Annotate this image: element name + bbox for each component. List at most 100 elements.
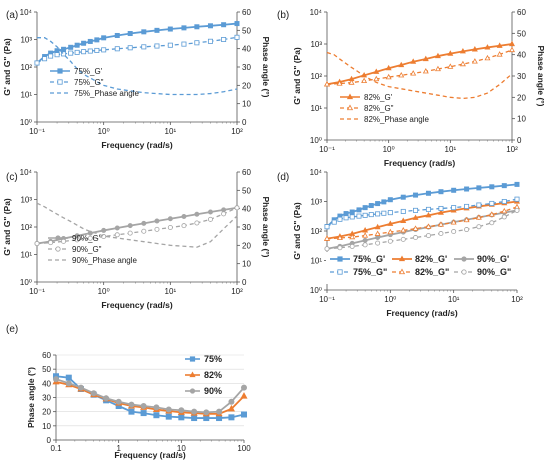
y2-tick-label: 10 <box>517 115 526 124</box>
data-point <box>61 238 67 244</box>
x-tick-label: 1 <box>116 444 121 453</box>
data-point <box>476 224 482 230</box>
series-line <box>326 43 513 86</box>
data-point <box>385 64 392 71</box>
legend-marker <box>461 269 467 275</box>
legend-label: 82%_G' <box>415 254 447 264</box>
data-point <box>400 194 406 200</box>
y-tick-label: 50 <box>42 365 51 374</box>
series-line <box>326 198 518 228</box>
data-point <box>216 408 223 415</box>
data-point <box>154 218 160 224</box>
data-point <box>476 202 482 208</box>
data-point <box>87 235 93 241</box>
data-point <box>128 401 135 408</box>
data-point <box>459 60 466 67</box>
y2-axis-title: Phase angle (°) <box>261 36 271 97</box>
data-point <box>221 22 227 28</box>
y-tick-label: 10⁴ <box>310 168 323 177</box>
data-point <box>343 211 349 217</box>
data-point <box>127 223 133 229</box>
series-90-g- <box>324 207 520 252</box>
legend-marker <box>346 104 354 111</box>
data-point <box>410 58 417 64</box>
y2-tick-label: 40 <box>242 205 251 214</box>
data-point <box>464 203 470 209</box>
data-point <box>368 212 374 218</box>
data-point <box>221 207 227 213</box>
data-point <box>154 43 160 49</box>
legend: 75% 82% 90% <box>185 354 222 396</box>
data-point <box>324 224 330 230</box>
data-point <box>451 187 457 193</box>
data-point <box>228 414 235 421</box>
series-line <box>36 36 238 64</box>
legend: 75%_G' 75%_G" 75%_Phase angle <box>50 67 139 98</box>
legend-marker <box>346 93 354 100</box>
legend-marker <box>57 68 63 74</box>
legend-label: 75%_G' <box>74 67 103 76</box>
legend-marker <box>55 235 61 241</box>
data-point <box>87 230 93 236</box>
data-point <box>181 25 187 31</box>
data-point <box>101 47 107 53</box>
y2-tick-label: 40 <box>517 51 526 60</box>
series-line <box>37 37 238 96</box>
data-point <box>48 53 54 59</box>
data-point <box>336 234 343 241</box>
data-point <box>191 408 198 415</box>
data-point <box>240 384 247 391</box>
data-point <box>194 24 200 30</box>
data-point <box>203 409 210 416</box>
data-point <box>87 38 93 44</box>
series-line <box>326 206 518 240</box>
data-point <box>387 210 393 216</box>
data-point <box>178 407 185 414</box>
x-tick-label: 10⁰ <box>383 145 395 154</box>
data-point <box>331 219 337 225</box>
data-point <box>167 42 173 48</box>
data-point <box>234 34 240 40</box>
data-point <box>74 49 80 55</box>
data-point <box>141 44 147 50</box>
y-tick-label: 10¹ <box>20 91 32 100</box>
data-point <box>114 32 120 38</box>
legend-label: 82%_G' <box>364 93 393 102</box>
y-tick-label: 10¹ <box>310 104 322 113</box>
data-point <box>349 214 355 220</box>
data-point <box>101 227 107 233</box>
x-tick-label: 10² <box>231 127 243 136</box>
y2-tick-label: 60 <box>242 168 251 177</box>
data-point <box>74 42 80 48</box>
data-point <box>425 211 432 218</box>
data-point <box>141 220 147 226</box>
y-tick-label: 10⁴ <box>310 8 323 17</box>
legend-label: 82%_G" <box>364 104 394 113</box>
x-axis-title: Frequency (rad/s) <box>386 308 457 318</box>
data-point <box>362 232 369 238</box>
y-tick-label: 10³ <box>20 36 32 45</box>
data-point <box>178 414 185 421</box>
data-point <box>227 404 235 412</box>
data-point <box>514 196 520 202</box>
data-point <box>398 71 405 78</box>
data-point <box>154 27 160 33</box>
series-75-phase-angle <box>37 37 238 96</box>
y-tick-label: 40 <box>42 379 51 388</box>
panel-label: (e) <box>6 324 18 335</box>
data-point <box>221 37 227 43</box>
x-tick-label: 10⁻¹ <box>319 145 335 154</box>
data-point <box>207 209 213 215</box>
data-point <box>434 52 441 59</box>
y-tick-label: 10¹ <box>20 251 32 260</box>
data-point <box>463 216 470 223</box>
data-point <box>90 390 97 397</box>
data-point <box>447 50 454 56</box>
data-point <box>343 215 349 221</box>
series-line <box>326 209 518 250</box>
y2-tick-label: 30 <box>242 63 251 72</box>
data-point <box>68 50 74 56</box>
legend-label: 90%_G" <box>477 267 511 277</box>
y-axis-title: G' and G" (Pa) <box>2 198 12 256</box>
